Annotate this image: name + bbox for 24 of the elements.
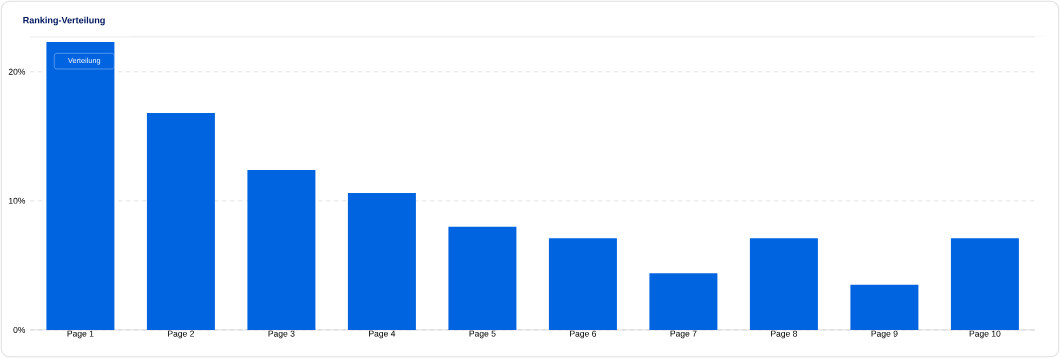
y-tick-label: 0% (13, 326, 26, 333)
x-tick-label: Page 5 (469, 330, 496, 339)
y-tick-label: 20% (8, 68, 26, 75)
x-tick-label: Page 9 (871, 330, 898, 339)
bar (46, 42, 115, 330)
y-tick-label: 10% (9, 197, 26, 204)
x-tick-label: Page 1 (67, 330, 94, 339)
x-tick-label: Page 10 (969, 330, 1001, 339)
bar (548, 238, 617, 330)
x-tick-label: Page 7 (670, 330, 697, 339)
bar (247, 169, 316, 330)
bar (146, 113, 215, 330)
bar (749, 238, 818, 330)
bar (347, 193, 416, 330)
chart-title: Ranking-Verteilung (23, 16, 105, 26)
bar (950, 238, 1019, 330)
x-tick-label: Page 4 (369, 330, 396, 339)
x-tick-label: Page 8 (771, 330, 798, 339)
x-tick-label: Page 2 (168, 330, 194, 339)
x-tick-label: Page 3 (268, 330, 295, 339)
x-tick-label: Page 6 (570, 330, 597, 339)
bar (649, 273, 718, 330)
bar (448, 226, 517, 330)
bar (850, 284, 919, 330)
